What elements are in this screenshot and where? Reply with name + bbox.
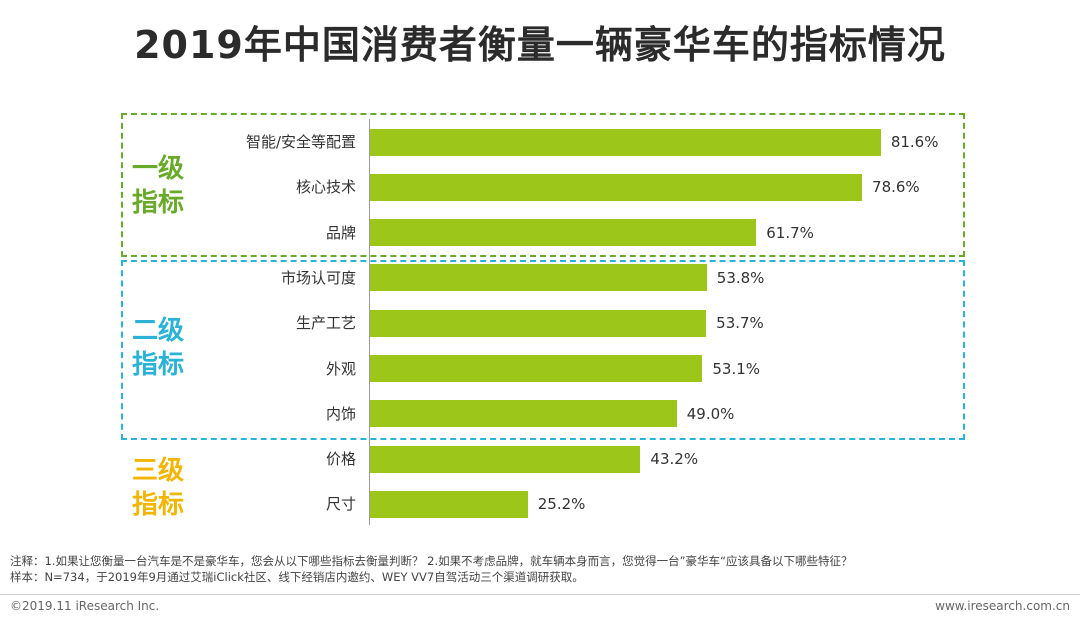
bar xyxy=(370,128,881,156)
group-label-line2: 指标 xyxy=(131,490,184,520)
bar xyxy=(370,355,703,382)
group-label-level-2: 二级 指标 xyxy=(118,314,198,382)
category-label: 智能/安全等配置 xyxy=(245,133,356,151)
bar xyxy=(370,173,863,201)
group-label-level-1: 一级 指标 xyxy=(118,152,198,220)
footer-copyright: ©2019.11 iResearch Inc. xyxy=(10,599,160,613)
group-box-level-2 xyxy=(121,260,965,440)
category-label: 尺寸 xyxy=(325,495,356,514)
footnote-question: 注释：1.如果让您衡量一台汽车是不是豪华车，您会从以下哪些指标去衡量判断？ 2.… xyxy=(10,554,853,568)
footer-divider xyxy=(0,594,1080,595)
group-label-level-3: 三级 指标 xyxy=(118,454,198,522)
category-label: 价格 xyxy=(325,450,356,469)
value-label: 81.6% xyxy=(890,133,939,151)
group-box-level-1 xyxy=(121,113,965,257)
footer-website[interactable]: www.iresearch.com.cn xyxy=(935,599,1070,613)
value-label: 61.7% xyxy=(766,223,814,242)
group-label-line2: 指标 xyxy=(131,350,184,380)
category-label: 内饰 xyxy=(325,404,356,423)
bar xyxy=(370,445,641,473)
category-label: 市场认可度 xyxy=(280,268,356,287)
category-label: 品牌 xyxy=(325,223,356,242)
category-axis-line xyxy=(369,119,370,525)
category-label: 外观 xyxy=(325,359,356,378)
category-label: 生产工艺 xyxy=(295,314,356,333)
value-label: 43.2% xyxy=(650,450,699,469)
bar xyxy=(370,309,707,337)
group-label-line1: 二级 xyxy=(131,316,184,346)
value-label: 25.2% xyxy=(537,495,586,514)
value-label: 49.0% xyxy=(686,404,735,423)
value-label: 53.7% xyxy=(716,314,764,333)
bar xyxy=(370,264,707,292)
bar xyxy=(370,219,757,247)
category-label: 核心技术 xyxy=(295,178,356,197)
value-label: 78.6% xyxy=(872,178,920,197)
group-label-line1: 三级 xyxy=(131,456,184,486)
bar xyxy=(370,490,528,518)
group-label-line2: 指标 xyxy=(131,188,184,218)
group-label-line1: 一级 xyxy=(131,154,184,184)
footnote-sample: 样本：N=734，于2019年9月通过艾瑞iClick社区、线下经销店内邀约、W… xyxy=(10,570,584,584)
value-label: 53.8% xyxy=(716,268,765,287)
value-label: 53.1% xyxy=(712,359,761,378)
bar xyxy=(370,400,677,428)
chart-title: 2019年中国消费者衡量一辆豪华车的指标情况 xyxy=(134,23,946,67)
